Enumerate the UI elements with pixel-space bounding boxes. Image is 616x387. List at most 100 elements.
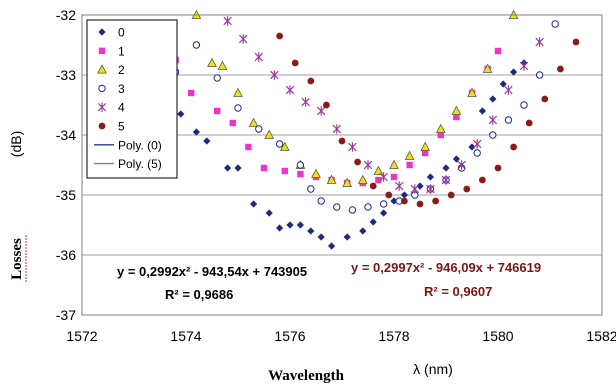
- x-tick-label: 1574: [170, 328, 201, 344]
- x-tick-label: 1572: [66, 328, 97, 344]
- data-point-series-3: [213, 74, 221, 82]
- data-point-series-5: [416, 200, 424, 208]
- data-point-series-3: [192, 41, 201, 49]
- legend-label: Poly. (5): [118, 157, 162, 171]
- data-point-series-0: [380, 209, 388, 217]
- data-point-series-5: [510, 143, 517, 151]
- data-point-series-0: [177, 110, 185, 118]
- data-point-series-0: [234, 164, 242, 172]
- data-point-series-0: [510, 68, 518, 76]
- data-point-series-1: [188, 89, 195, 97]
- data-point-series-4: [535, 37, 544, 47]
- data-point-series-0: [265, 209, 273, 217]
- poly-5-equation: y = 0,2997x² - 946,09x + 746619: [351, 260, 541, 275]
- data-point-series-5: [401, 197, 408, 205]
- data-point-series-5: [447, 191, 455, 199]
- data-point-series-0: [286, 221, 294, 229]
- legend-marker-5: [98, 122, 106, 130]
- data-point-series-5: [494, 164, 502, 172]
- data-point-series-3: [551, 20, 559, 28]
- data-point-series-5: [385, 191, 393, 199]
- data-point-series-5: [276, 32, 283, 40]
- data-point-series-1: [375, 176, 382, 184]
- data-point-series-5: [479, 176, 486, 184]
- data-point-series-5: [323, 101, 330, 109]
- data-point-series-0: [369, 218, 377, 226]
- data-point-series-0: [478, 107, 486, 115]
- data-point-series-4: [395, 181, 404, 191]
- y-tick-label: -37: [56, 307, 76, 323]
- data-point-series-3: [333, 203, 341, 211]
- data-point-series-0: [296, 221, 304, 229]
- data-point-series-2: [217, 60, 228, 70]
- plot-area-border: [81, 14, 603, 316]
- legend-marker-2: [97, 64, 107, 74]
- data-point-series-0: [328, 242, 336, 250]
- data-point-series-0: [224, 164, 232, 172]
- data-point-series-2: [404, 150, 415, 160]
- data-point-series-4: [519, 61, 529, 71]
- data-point-series-4: [379, 172, 388, 182]
- data-point-series-0: [416, 182, 424, 190]
- data-point-series-0: [192, 128, 200, 136]
- data-point-series-0: [390, 197, 398, 205]
- data-point-series-1: [390, 173, 398, 181]
- data-point-series-3: [535, 71, 544, 79]
- data-point-series-2: [482, 63, 493, 73]
- data-point-series-3: [504, 116, 513, 124]
- x-tick-label: 1578: [378, 328, 409, 344]
- data-point-series-4: [317, 106, 326, 116]
- data-point-series-0: [400, 191, 408, 199]
- data-point-series-3: [255, 125, 263, 133]
- data-point-series-4: [239, 34, 248, 44]
- data-point-series-5: [525, 119, 533, 127]
- data-point-series-1: [422, 149, 429, 157]
- data-point-series-1: [453, 113, 460, 121]
- data-point-series-1: [260, 164, 268, 172]
- data-point-series-2: [389, 159, 399, 169]
- data-point-series-2: [279, 141, 290, 151]
- data-point-series-4: [270, 70, 279, 80]
- x-tick-label: 1582: [586, 328, 616, 344]
- data-point-series-2: [207, 57, 217, 67]
- data-point-series-2: [467, 87, 477, 97]
- data-point-series-5: [541, 95, 549, 103]
- data-point-series-0: [343, 233, 351, 241]
- data-point-series-3: [489, 131, 497, 139]
- legend-label: 4: [118, 101, 125, 115]
- data-point-series-0: [307, 227, 315, 235]
- data-point-series-1: [281, 167, 288, 175]
- data-point-series-4: [473, 139, 482, 149]
- data-point-series-2: [248, 117, 259, 127]
- data-point-series-5: [338, 137, 346, 145]
- data-point-series-2: [435, 123, 446, 133]
- y-tick-label: -35: [56, 187, 76, 203]
- data-point-series-2: [451, 105, 462, 115]
- data-point-series-1: [406, 161, 413, 169]
- legend-marker-3: [98, 84, 106, 93]
- legend-label: 2: [118, 63, 125, 77]
- x-axis-title: Wavelength: [268, 368, 344, 384]
- data-point-series-0: [250, 200, 258, 208]
- data-point-series-3: [296, 161, 305, 169]
- data-point-series-0: [359, 227, 367, 235]
- data-point-series-4: [504, 85, 513, 95]
- y-tick-label: -34: [56, 127, 76, 143]
- data-point-series-3: [520, 101, 528, 109]
- data-point-series-1: [229, 119, 236, 127]
- data-point-series-4: [457, 160, 466, 170]
- data-point-series-4: [441, 175, 451, 185]
- data-point-series-4: [285, 85, 295, 95]
- legend-box: [86, 19, 178, 179]
- data-point-series-5: [432, 197, 439, 205]
- data-point-series-4: [254, 52, 263, 62]
- data-point-series-2: [373, 165, 384, 175]
- data-point-series-2: [264, 129, 275, 139]
- data-point-series-2: [342, 177, 353, 187]
- poly-0-r2: R² = 0,9686: [165, 287, 233, 302]
- data-point-series-2: [311, 168, 321, 178]
- data-point-series-5: [354, 158, 361, 166]
- data-point-series-1: [245, 143, 252, 151]
- data-point-series-5: [369, 182, 377, 190]
- legend-label: Poly. (0): [118, 138, 162, 152]
